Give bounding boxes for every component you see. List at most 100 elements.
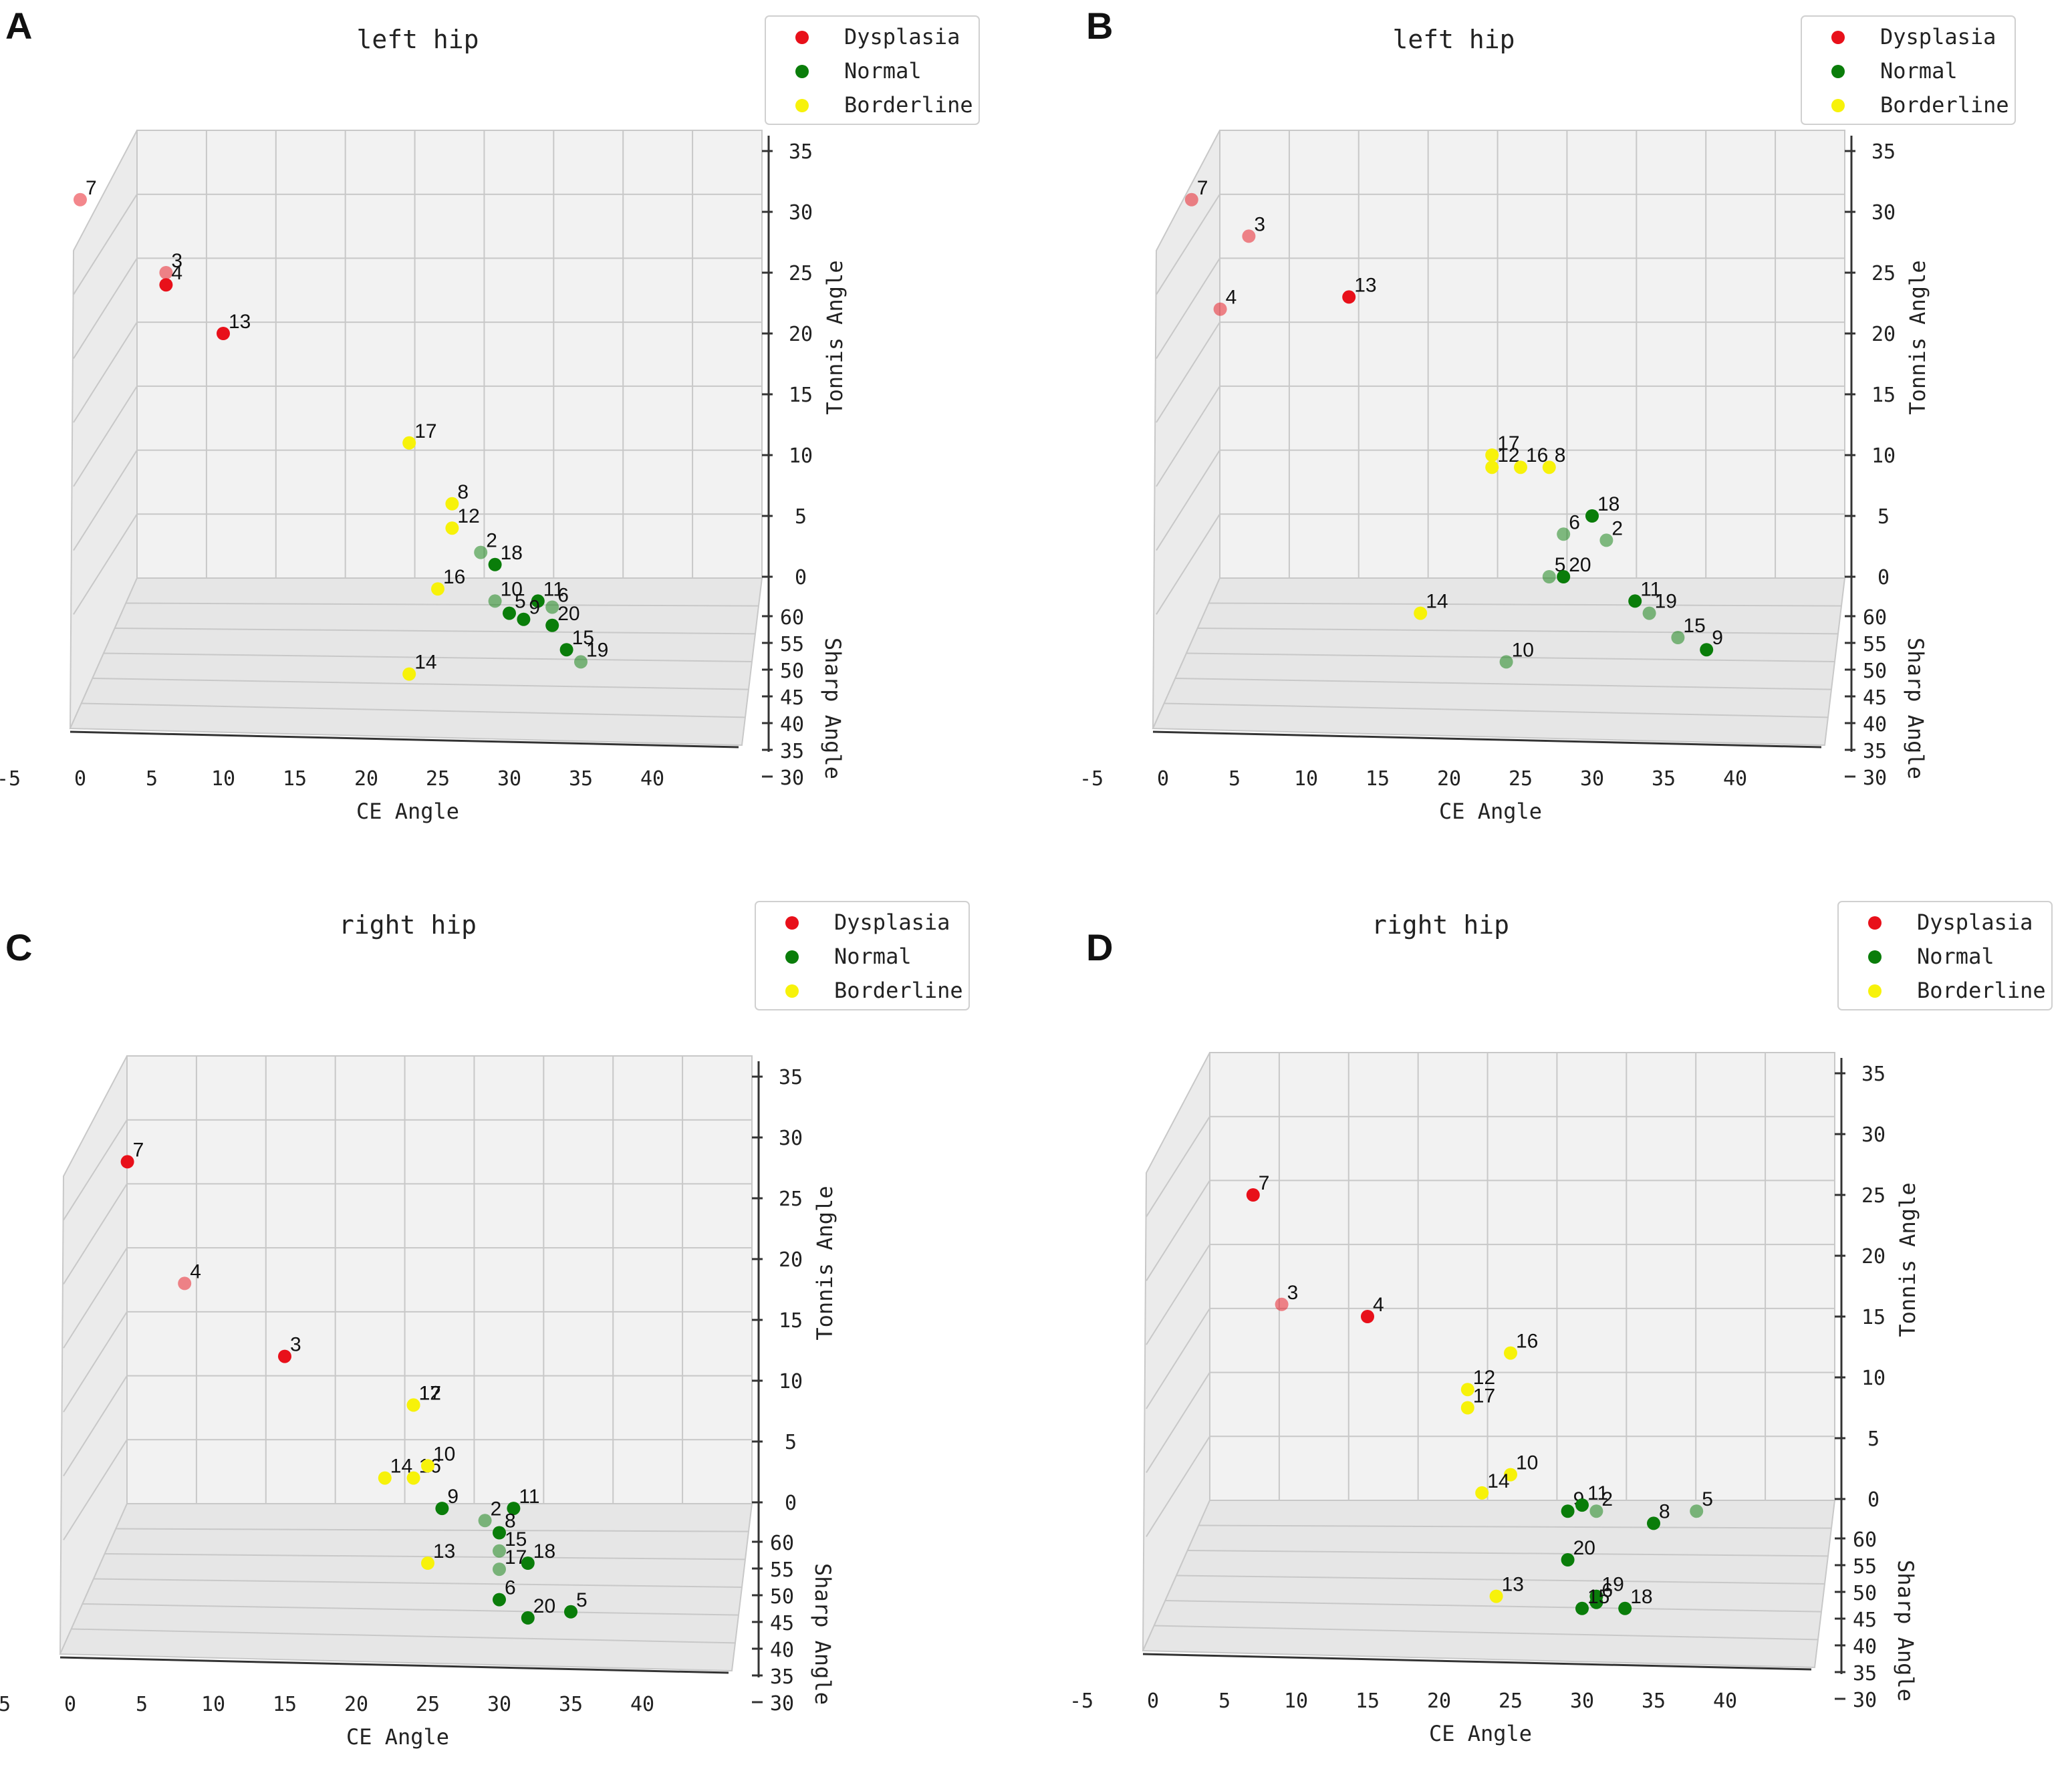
x-tick-label: 15 bbox=[1355, 1689, 1380, 1713]
legend-marker-borderline bbox=[785, 984, 799, 998]
point-label: 20 bbox=[557, 603, 579, 625]
x-tick-label: 0 bbox=[74, 767, 86, 791]
point-label: 14 bbox=[1487, 1470, 1509, 1492]
point-label: 14 bbox=[1426, 591, 1448, 613]
back-pane bbox=[1209, 1052, 1835, 1501]
data-point-dysplasia bbox=[159, 278, 173, 292]
legend-label-normal: Normal bbox=[1880, 58, 1958, 84]
y-tick-label: 40 bbox=[1863, 713, 1887, 736]
data-point-normal bbox=[493, 1526, 506, 1540]
x-tick-label: 40 bbox=[630, 1693, 654, 1716]
legend-marker-dysplasia bbox=[1868, 916, 1882, 930]
data-point-normal bbox=[493, 1562, 506, 1577]
grid-line bbox=[1156, 386, 1220, 487]
x-axis-line bbox=[1142, 1653, 1812, 1671]
data-point-borderline bbox=[421, 1556, 434, 1570]
legend-label-dysplasia: Dysplasia bbox=[1880, 24, 1996, 49]
x-axis-label: CE Angle bbox=[356, 799, 459, 824]
data-point-normal bbox=[1575, 1601, 1589, 1615]
point-label: 19 bbox=[586, 639, 608, 661]
z-tick-label: 0 bbox=[1877, 566, 1890, 589]
point-label: 18 bbox=[1630, 1586, 1652, 1608]
point-label: 19 bbox=[1601, 1574, 1624, 1596]
grid-line bbox=[63, 1247, 128, 1349]
point-label: 11 bbox=[1640, 578, 1661, 600]
legend-box bbox=[1837, 901, 2053, 1010]
data-point-borderline bbox=[421, 1459, 434, 1473]
x-tick-label: 10 bbox=[1294, 767, 1318, 791]
x-tick-label: 25 bbox=[1499, 1689, 1523, 1713]
z-axis-label: Tonnis Angle bbox=[1895, 1182, 1920, 1337]
data-point-normal bbox=[1557, 570, 1571, 583]
panel-d: D -5 0 5 10 15 20 25 30 35 40 CE Angle 35 30 25 20 15 10… bbox=[1036, 886, 2072, 1771]
legend-label-dysplasia: Dysplasia bbox=[834, 910, 950, 935]
grid-line bbox=[103, 652, 753, 662]
data-point-borderline bbox=[1414, 606, 1428, 620]
data-point-dysplasia bbox=[278, 1349, 291, 1363]
panel-label: D bbox=[1086, 926, 1114, 968]
data-point-normal bbox=[531, 594, 545, 608]
x-axis-line bbox=[59, 1656, 729, 1674]
point-label: 9 bbox=[447, 1486, 459, 1508]
z-tick-label: 5 bbox=[785, 1431, 797, 1454]
data-point-normal bbox=[1561, 1553, 1575, 1566]
point-label: 17 bbox=[1497, 432, 1519, 454]
y-tick-label: 50 bbox=[770, 1585, 794, 1609]
y-tick-label: 50 bbox=[1863, 660, 1887, 683]
grid-line bbox=[63, 1119, 128, 1221]
x-tick-label: 30 bbox=[487, 1693, 511, 1716]
point-label: 20 bbox=[1573, 1537, 1595, 1559]
x-tick-label: 0 bbox=[1147, 1689, 1159, 1713]
data-point-dysplasia bbox=[1184, 192, 1198, 207]
point-label: 3 bbox=[171, 250, 182, 272]
point-label: 20 bbox=[533, 1595, 555, 1617]
data-point-borderline bbox=[1504, 1346, 1517, 1360]
point-label: 15 bbox=[572, 627, 594, 649]
grid-line bbox=[126, 602, 759, 607]
data-point-borderline bbox=[1504, 1468, 1517, 1482]
point-label: 2 bbox=[1601, 1488, 1613, 1510]
y-tick-label: 45 bbox=[770, 1612, 794, 1635]
data-point-normal bbox=[1585, 509, 1599, 523]
z-tick-label: 0 bbox=[785, 1492, 797, 1515]
point-label: 2 bbox=[491, 1498, 502, 1520]
data-point-normal bbox=[503, 606, 516, 620]
point-label: 5 bbox=[1702, 1488, 1713, 1510]
y-tick-label: 30 bbox=[1853, 1689, 1877, 1712]
legend-box bbox=[1801, 15, 2016, 125]
data-point-normal bbox=[1618, 1601, 1632, 1615]
legend-label-borderline: Borderline bbox=[1917, 978, 2046, 1003]
point-label: 5 bbox=[576, 1589, 588, 1611]
data-point-borderline bbox=[1514, 460, 1527, 474]
legend-marker-borderline bbox=[795, 99, 809, 112]
point-label: 7 bbox=[1259, 1172, 1270, 1194]
x-tick-label: 40 bbox=[640, 767, 664, 791]
y-tick-label: 50 bbox=[1853, 1582, 1877, 1605]
x-tick-label: 15 bbox=[283, 767, 307, 791]
data-point-normal bbox=[1647, 1516, 1660, 1530]
point-label: 17 bbox=[505, 1546, 527, 1569]
y-tick-label: 55 bbox=[780, 633, 804, 656]
y-tick-label: 60 bbox=[1863, 606, 1887, 630]
grid-line bbox=[1187, 1550, 1829, 1557]
z-tick-label: 20 bbox=[1871, 323, 1896, 346]
data-point-borderline bbox=[1460, 1383, 1474, 1397]
x-tick-label: 10 bbox=[211, 767, 235, 791]
data-point-normal bbox=[564, 1605, 577, 1619]
legend-label-normal: Normal bbox=[834, 944, 912, 969]
grid-line bbox=[1146, 1372, 1210, 1474]
grid-line bbox=[1198, 1524, 1832, 1529]
z-tick-label: 0 bbox=[1867, 1488, 1880, 1512]
y-tick-label: 60 bbox=[1853, 1528, 1877, 1552]
data-point-dysplasia bbox=[120, 1155, 134, 1169]
legend-label-borderline: Borderline bbox=[844, 92, 973, 118]
grid-line bbox=[1146, 1436, 1210, 1537]
y-tick-label: 35 bbox=[780, 740, 804, 763]
point-label: 6 bbox=[1569, 511, 1580, 533]
data-point-normal bbox=[1589, 1504, 1603, 1518]
grid-line bbox=[63, 1311, 128, 1413]
